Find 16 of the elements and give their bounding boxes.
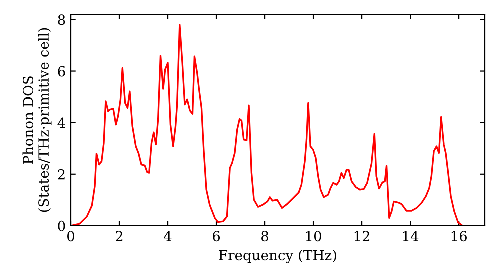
y-tick-label: 8 (58, 14, 66, 26)
x-tick-label: 6 (213, 231, 220, 242)
x-tick-label: 4 (164, 231, 172, 242)
x-tick-label: 8 (262, 231, 269, 242)
y-tick-label: 6 (58, 66, 66, 77)
y-tick-label: 0 (58, 220, 66, 232)
x-tick-label: 16 (452, 231, 468, 242)
x-tick-label: 2 (116, 231, 123, 242)
y-tick-label: 2 (58, 169, 65, 180)
x-tick-label: 10 (306, 231, 322, 242)
x-tick-label: 0 (67, 231, 74, 242)
y-axis-title: Phonon DOS (States/THz·primitive cell) (22, 28, 52, 212)
x-axis-title: Frequency (THz) (219, 250, 336, 264)
x-tick-label: 12 (354, 231, 370, 242)
x-tick-label: 14 (403, 231, 419, 242)
y-tick-label: 4 (58, 118, 66, 128)
